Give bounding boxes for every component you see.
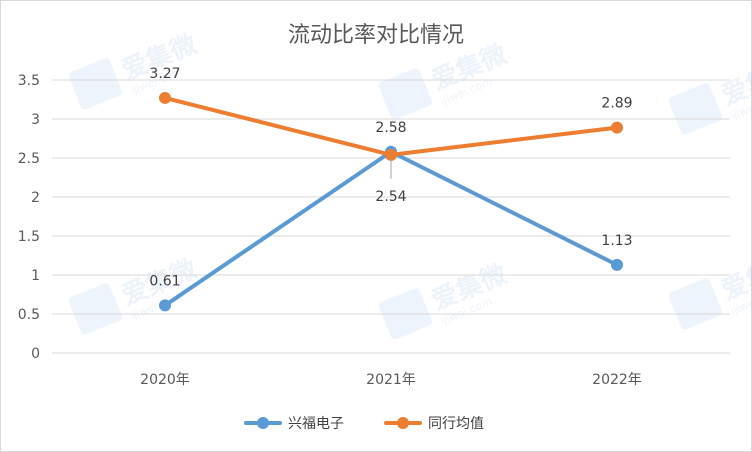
y-tick-label: 3.5 bbox=[18, 73, 40, 89]
data-point bbox=[159, 91, 171, 104]
y-tick-label: 0.5 bbox=[18, 307, 40, 323]
data-label: 2.54 bbox=[375, 189, 406, 205]
data-label: 2.89 bbox=[601, 96, 632, 112]
y-tick-label: 2.5 bbox=[18, 151, 40, 167]
watermark-logo bbox=[668, 83, 723, 135]
series-layer bbox=[159, 91, 623, 312]
y-tick-label: 2 bbox=[31, 190, 40, 206]
watermark-logo bbox=[68, 283, 123, 335]
y-tick-label: 1.5 bbox=[18, 229, 40, 245]
data-label: 3.27 bbox=[149, 66, 180, 82]
watermark-logo bbox=[68, 58, 123, 110]
legend-item-0: 兴福电子 bbox=[244, 416, 344, 432]
watermark-logo bbox=[378, 68, 433, 120]
y-tick-label: 1 bbox=[31, 268, 40, 284]
legend: 兴福电子 同行均值 bbox=[244, 416, 484, 432]
watermark-logo bbox=[668, 278, 723, 330]
data-point bbox=[159, 299, 171, 312]
x-tick-label: 2020年 bbox=[140, 372, 190, 388]
x-tick-label: 2022年 bbox=[592, 372, 642, 388]
data-label: 0.61 bbox=[149, 273, 180, 289]
y-tick-label: 3 bbox=[31, 112, 40, 128]
legend-swatch-marker bbox=[397, 417, 409, 429]
data-point bbox=[611, 258, 623, 271]
x-tick-label: 2021年 bbox=[366, 372, 416, 388]
legend-label: 兴福电子 bbox=[288, 416, 344, 432]
legend-swatch-marker bbox=[257, 417, 269, 429]
data-label: 2.58 bbox=[375, 120, 406, 136]
data-label: 1.13 bbox=[601, 233, 632, 249]
chart-title: 流动比率对比情况 bbox=[288, 23, 464, 48]
data-point bbox=[385, 148, 397, 161]
y-axis-ticks: 0 0.5 1 1.5 2 2.5 3 3.5 bbox=[18, 73, 40, 362]
legend-label: 同行均值 bbox=[428, 416, 484, 432]
legend-item-1: 同行均值 bbox=[384, 416, 484, 432]
gridlines bbox=[52, 79, 730, 354]
x-axis-ticks: 2020年 2021年 2022年 bbox=[140, 372, 642, 388]
y-tick-label: 0 bbox=[31, 346, 40, 362]
data-labels: 0.61 2.58 1.13 3.27 2.54 2.89 bbox=[149, 66, 632, 289]
data-point bbox=[611, 121, 623, 134]
